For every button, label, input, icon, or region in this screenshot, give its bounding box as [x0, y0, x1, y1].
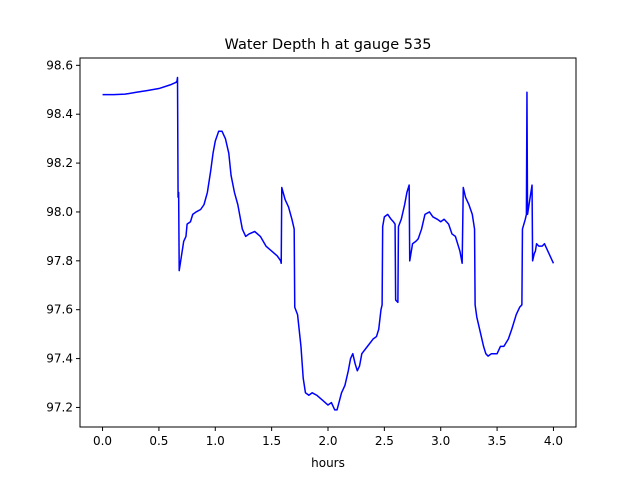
y-tick-label: 97.8	[46, 254, 73, 268]
plot-area	[102, 76, 555, 411]
x-tick-label: 4.0	[544, 434, 563, 448]
x-tick-label: 2.5	[375, 434, 394, 448]
y-tick-label: 98.4	[46, 107, 73, 121]
y-tick-label: 98.6	[46, 58, 73, 72]
axes-frame	[79, 57, 577, 428]
x-axis: 0.0 0.5 1.0 1.5 2.0 2.5 3.0 3.5 4.0	[93, 427, 563, 448]
x-tick-label: 0.0	[93, 434, 112, 448]
y-tick-label: 97.6	[46, 303, 73, 317]
x-axis-label: hours	[311, 456, 345, 470]
series-line-0	[102, 76, 555, 411]
y-tick-label: 98.0	[46, 205, 73, 219]
x-tick-label: 3.0	[431, 434, 450, 448]
chart-title: Water Depth h at gauge 535	[225, 37, 432, 53]
x-tick-label: 0.5	[149, 434, 168, 448]
y-tick-label: 98.2	[46, 156, 73, 170]
y-tick-label: 97.4	[46, 352, 73, 366]
x-tick-label: 1.0	[206, 434, 225, 448]
y-axis: 97.2 97.4 97.6 97.8 98.0 98.2 98.4 98.6	[46, 58, 80, 414]
x-tick-label: 2.0	[318, 434, 337, 448]
y-tick-label: 97.2	[46, 400, 73, 414]
x-tick-label: 1.5	[262, 434, 281, 448]
x-tick-label: 3.5	[488, 434, 507, 448]
